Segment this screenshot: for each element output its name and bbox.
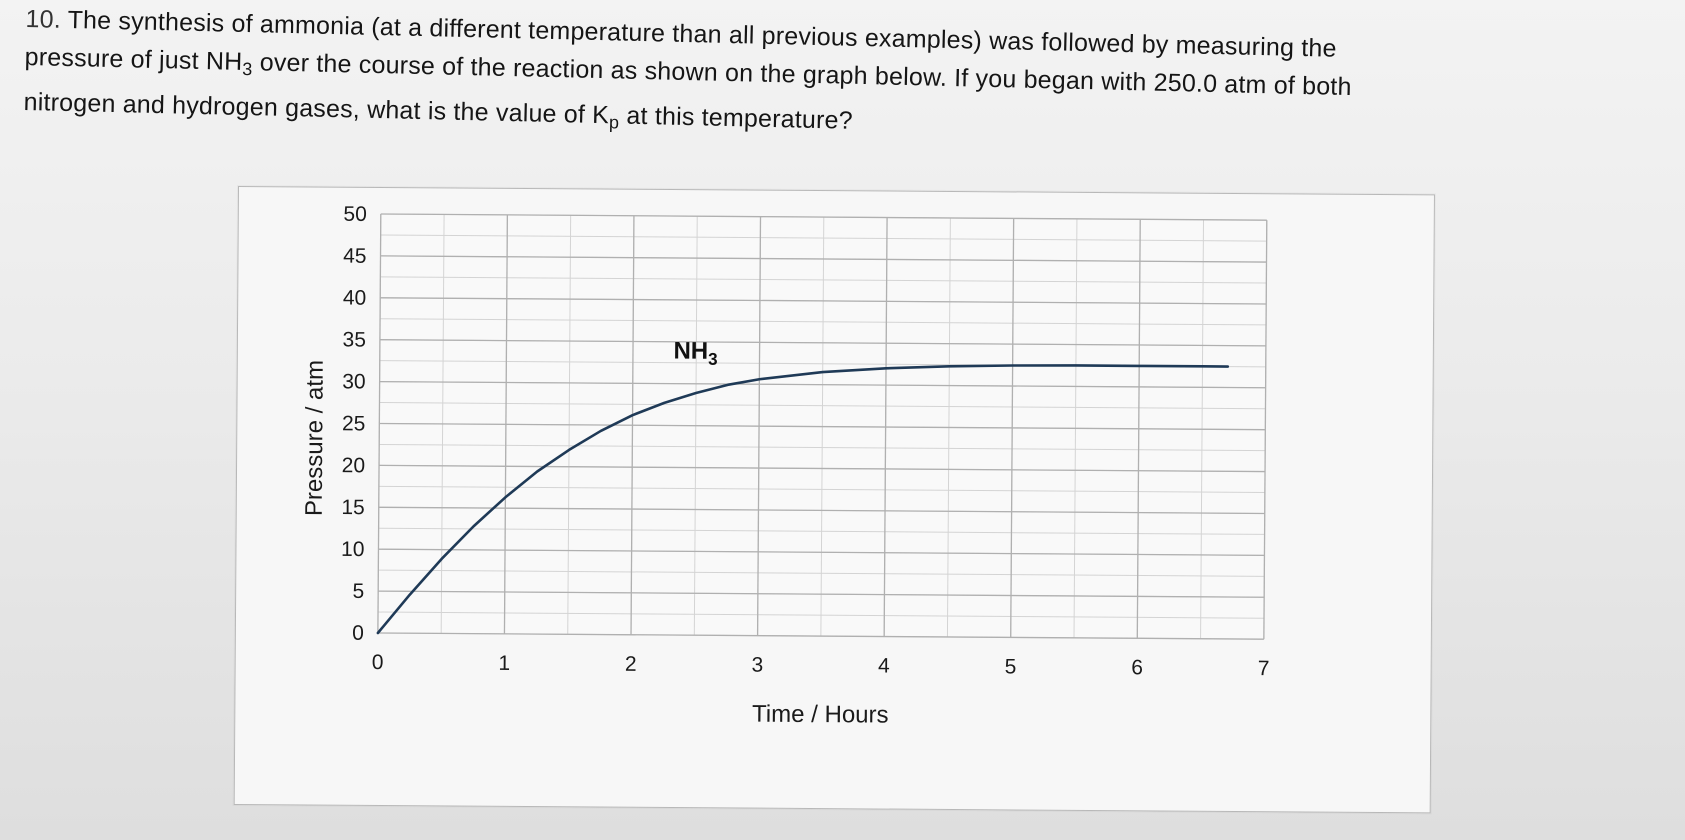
major-gridline-y — [379, 464, 1266, 473]
major-gridline-y — [380, 213, 1267, 221]
major-gridline-y — [379, 422, 1266, 431]
x-tick-labels: 0 1 2 3 4 5 6 7 — [372, 651, 1270, 680]
major-gridline-y — [378, 506, 1265, 515]
y-tick-label: 5 — [352, 580, 364, 603]
y-tick-label: 35 — [342, 328, 366, 351]
major-gridline-y — [378, 548, 1265, 557]
y-tick-label: 10 — [341, 538, 365, 561]
nh3-curve — [376, 364, 1230, 635]
y-tick-label: 50 — [343, 203, 367, 226]
y-tick-label: 25 — [342, 412, 366, 435]
nh3-series-label-subscript: 3 — [708, 350, 718, 369]
y-tick-labels: 0 5 10 15 20 25 30 35 40 45 50 — [341, 203, 367, 645]
minor-gridline-y — [379, 402, 1266, 410]
major-gridline-y — [377, 632, 1264, 640]
x-tick-label: 1 — [498, 652, 510, 675]
major-gridline-y — [378, 590, 1265, 598]
major-gridline-y — [380, 255, 1267, 263]
x-tick-label: 2 — [625, 653, 637, 676]
x-tick-label: 0 — [372, 651, 384, 674]
major-gridline-y — [379, 380, 1266, 389]
minor-gridline-y — [378, 611, 1265, 619]
x-tick-label: 7 — [1258, 657, 1270, 680]
y-tick-label: 15 — [341, 496, 365, 519]
question-line-3-text-a: nitrogen and hydrogen gases, what is the… — [23, 88, 610, 130]
minor-gridline-y — [378, 527, 1265, 535]
minor-gridline-y — [379, 443, 1266, 452]
y-tick-label: 40 — [343, 287, 367, 310]
question-text: 10. The synthesis of ammonia (at a diffe… — [23, 0, 1665, 165]
x-tick-label: 3 — [751, 654, 763, 677]
y-tick-label: 0 — [352, 622, 364, 645]
minor-gridline-y — [378, 569, 1265, 577]
question-line-2-text-a: pressure of just NH — [24, 42, 243, 76]
kp-subscript: p — [608, 112, 620, 133]
x-tick-label: 4 — [878, 654, 890, 677]
x-axis-title: Time / Hours — [752, 701, 889, 729]
y-axis-title: Pressure / atm — [301, 360, 329, 516]
y-tick-label: 30 — [342, 370, 366, 393]
x-tick-label: 5 — [1005, 655, 1017, 678]
x-tick-label: 6 — [1131, 656, 1143, 679]
minor-gridline-y — [380, 276, 1267, 284]
y-tick-label: 45 — [343, 245, 367, 268]
major-gridline-y — [379, 339, 1266, 347]
y-tick-label: 20 — [342, 454, 366, 477]
minor-gridline-y — [380, 318, 1267, 326]
minor-gridline-y — [380, 234, 1267, 242]
major-gridline-y — [380, 297, 1267, 305]
question-number: 10. — [25, 4, 62, 34]
question-line-3-text-b: at this temperature? — [619, 101, 854, 135]
major-gridlines — [377, 213, 1268, 640]
nh3-subscript: 3 — [242, 58, 253, 80]
minor-gridline-y — [378, 485, 1265, 494]
